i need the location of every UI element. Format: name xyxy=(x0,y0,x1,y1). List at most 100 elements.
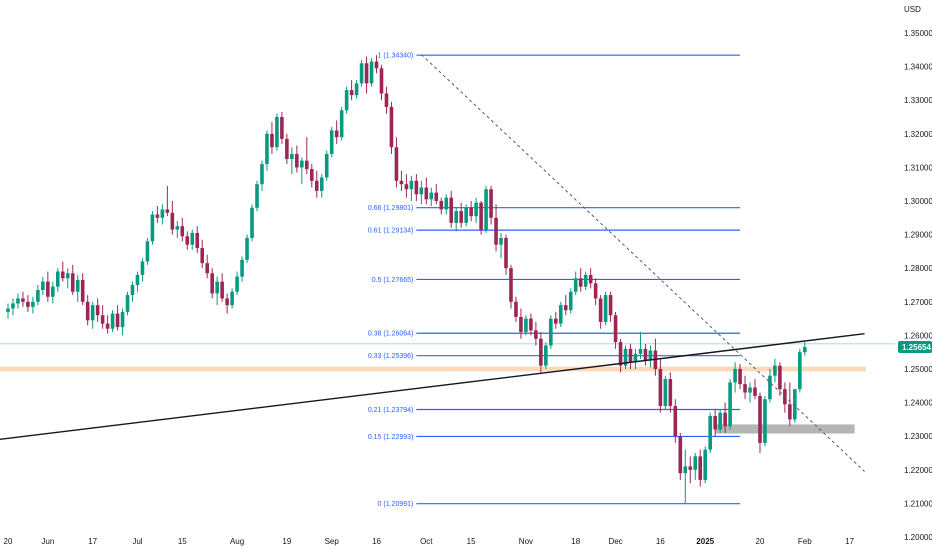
candle-body xyxy=(384,93,389,107)
candle-body xyxy=(16,298,20,304)
candle-body xyxy=(444,197,449,210)
y-tick-label: 1.28000 xyxy=(904,264,932,273)
candle-body xyxy=(643,348,648,361)
candle-body xyxy=(519,316,523,333)
candle-body xyxy=(474,202,478,217)
x-tick-label: 19 xyxy=(282,537,291,546)
y-tick-label: 1.29000 xyxy=(904,231,932,240)
candle-body xyxy=(693,456,698,470)
candle-body xyxy=(728,382,732,427)
candle-body xyxy=(195,232,200,249)
candle-body xyxy=(748,387,752,393)
fib-level-label: 0.66 (1.29801) xyxy=(368,205,414,212)
candle-body xyxy=(110,313,115,329)
candle-body xyxy=(419,187,424,195)
y-tick-label: 1.23000 xyxy=(904,432,932,441)
y-tick-label: 1.20000 xyxy=(904,533,932,542)
candle-body xyxy=(588,274,593,284)
candle-body xyxy=(240,259,244,277)
candle-body xyxy=(255,184,259,208)
fib-level-label: 0.61 (1.29134) xyxy=(368,228,414,235)
candle-body xyxy=(300,160,304,168)
candle-body xyxy=(469,207,473,217)
candle-body xyxy=(494,217,498,245)
candle-body xyxy=(41,281,45,291)
candle-body xyxy=(499,237,503,245)
x-tick-label: 17 xyxy=(845,537,854,546)
candle-body xyxy=(489,189,493,218)
candle-body xyxy=(758,395,762,443)
candle-body xyxy=(628,348,633,363)
candle-body xyxy=(484,189,488,230)
candle-body xyxy=(698,456,703,480)
y-tick-label: 1.31000 xyxy=(904,163,932,172)
y-tick-label: 1.32000 xyxy=(904,130,932,139)
candles-layer xyxy=(6,55,807,504)
y-tick-label: 1.33000 xyxy=(904,96,932,105)
candle-body xyxy=(150,214,155,242)
candle-body xyxy=(339,110,344,138)
candle-body xyxy=(708,416,712,450)
candle-body xyxy=(26,301,30,307)
candle-body xyxy=(75,279,80,292)
candle-body xyxy=(544,345,548,366)
candle-body xyxy=(558,305,563,324)
candle-body xyxy=(270,133,274,148)
candle-body xyxy=(459,211,463,223)
x-tick-label: Jun xyxy=(41,537,54,546)
candle-body xyxy=(56,271,60,287)
candle-body xyxy=(763,399,767,443)
candle-body xyxy=(205,263,209,274)
y-tick-label: 1.22000 xyxy=(904,466,932,475)
candle-body xyxy=(394,147,399,181)
x-tick-label: Aug xyxy=(230,537,244,546)
candle-body xyxy=(115,313,120,327)
candle-body xyxy=(598,298,603,322)
candle-body xyxy=(319,177,324,191)
candle-body xyxy=(798,352,802,390)
candle-body xyxy=(668,379,673,406)
candle-body xyxy=(793,389,797,420)
x-tick-label: Oct xyxy=(420,537,433,546)
candle-body xyxy=(349,90,354,96)
candle-body xyxy=(509,268,513,302)
candle-body xyxy=(568,291,573,311)
y-tick-label: 1.24000 xyxy=(904,399,932,408)
candle-body xyxy=(125,295,130,312)
candle-body xyxy=(230,291,234,306)
candle-body xyxy=(344,90,349,111)
candle-body xyxy=(165,209,170,213)
candle-body xyxy=(583,274,588,287)
x-tick-label: Feb xyxy=(798,537,812,546)
candle-body xyxy=(90,305,95,321)
candle-body xyxy=(46,281,50,297)
candle-body xyxy=(275,117,279,148)
candle-body xyxy=(673,405,678,437)
candle-body xyxy=(554,318,558,324)
candle-body xyxy=(285,138,289,159)
candle-body xyxy=(773,365,777,376)
y-tick-label: 1.34000 xyxy=(904,63,932,72)
candle-body xyxy=(225,298,229,306)
candle-body xyxy=(389,106,394,148)
candle-body xyxy=(85,301,90,321)
candle-body xyxy=(329,130,334,154)
x-tick-label: 15 xyxy=(467,537,476,546)
candle-body xyxy=(603,295,608,322)
x-tick-label: 20 xyxy=(756,537,765,546)
candle-body xyxy=(439,201,444,210)
candle-body xyxy=(738,369,742,385)
y-tick-label: 1.27000 xyxy=(904,298,932,307)
candle-body xyxy=(534,330,538,339)
fib-level-label: 0 (1.20991) xyxy=(378,501,414,508)
current-price-tag-text: 1.25654 xyxy=(902,343,931,352)
candle-body xyxy=(245,237,249,260)
candle-body xyxy=(703,449,707,480)
y-tick-label: 1.21000 xyxy=(904,499,932,508)
candle-body xyxy=(379,68,384,94)
currency-label: USD xyxy=(904,5,921,14)
candle-body xyxy=(678,436,683,474)
candle-body xyxy=(449,197,454,223)
candle-body xyxy=(768,375,772,400)
